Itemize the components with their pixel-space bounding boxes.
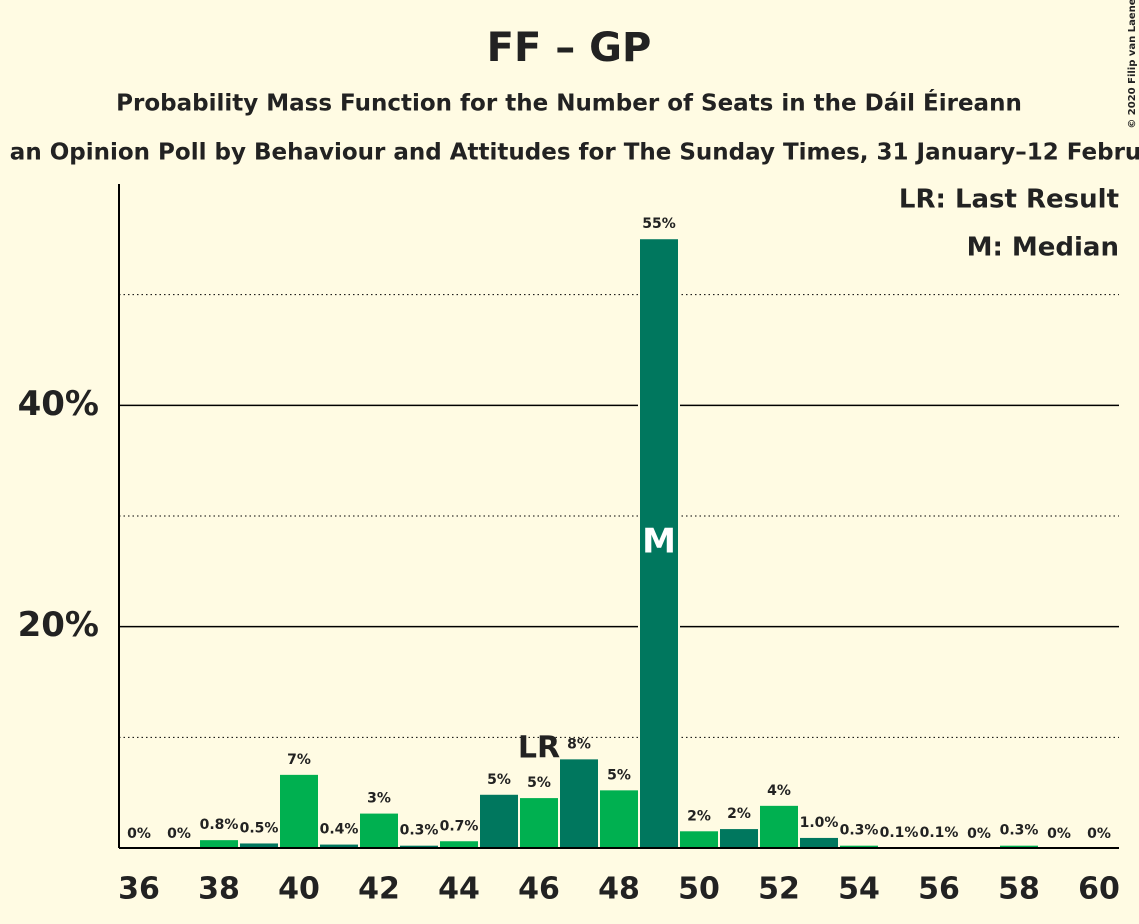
legend-entry: LR: Last Result — [899, 185, 1119, 215]
value-label: 0.4% — [320, 822, 359, 838]
x-tick-label: 50 — [678, 872, 720, 907]
y-tick-label: 40% — [18, 384, 99, 424]
bar — [718, 827, 760, 850]
copyright: © 2020 Filip van Laenen — [1127, 0, 1138, 129]
chart-caption: Based on an Opinion Poll by Behaviour an… — [0, 140, 1139, 166]
bar — [478, 792, 520, 849]
value-label: 0.1% — [920, 825, 959, 841]
bar — [518, 796, 560, 849]
x-tick-label: 58 — [998, 872, 1040, 907]
x-tick-label: 46 — [518, 872, 560, 907]
value-label: 0.5% — [240, 820, 279, 836]
value-label: 0% — [167, 826, 191, 842]
bar — [638, 237, 680, 849]
value-label: 5% — [607, 767, 631, 783]
bar — [278, 772, 320, 849]
value-label: 5% — [527, 775, 551, 791]
bar — [558, 757, 600, 849]
x-tick-label: 36 — [118, 872, 160, 907]
x-tick-label: 40 — [278, 872, 320, 907]
bar — [198, 838, 240, 850]
value-label: 3% — [367, 791, 391, 807]
value-label: 0.7% — [440, 818, 479, 834]
bar — [438, 839, 480, 850]
bar — [678, 829, 720, 850]
value-label: 0.3% — [1000, 823, 1039, 839]
value-label: 8% — [567, 736, 591, 752]
x-tick-label: 44 — [438, 872, 480, 907]
value-label: 0.3% — [400, 823, 439, 839]
value-label: 0% — [127, 826, 151, 842]
value-label: 0.1% — [880, 825, 919, 841]
legend-entry: M: Median — [967, 233, 1119, 263]
value-label: 55% — [642, 216, 676, 232]
value-label: 0% — [1047, 826, 1071, 842]
value-label: 4% — [767, 783, 791, 799]
value-label: 0% — [1087, 826, 1111, 842]
value-label: 2% — [727, 806, 751, 822]
bar — [358, 811, 400, 850]
x-tick-label: 48 — [598, 872, 640, 907]
value-label: 1.0% — [800, 815, 839, 831]
x-tick-label: 52 — [758, 872, 800, 907]
chart-title: FF – GP — [487, 25, 652, 71]
value-label: 2% — [687, 808, 711, 824]
annotation: M — [642, 522, 676, 562]
chart-subtitle: Probability Mass Function for the Number… — [116, 89, 1022, 117]
value-label: 0.8% — [200, 817, 239, 833]
x-tick-label: 60 — [1078, 872, 1120, 907]
bar — [798, 835, 840, 850]
y-tick-label: 20% — [18, 605, 99, 645]
value-label: 5% — [487, 772, 511, 788]
bar — [758, 803, 800, 850]
x-tick-label: 42 — [358, 872, 400, 907]
x-tick-label: 38 — [198, 872, 240, 907]
x-tick-label: 54 — [838, 872, 880, 907]
value-label: 7% — [287, 752, 311, 768]
bar — [598, 788, 640, 850]
value-label: 0% — [967, 826, 991, 842]
x-tick-label: 56 — [918, 872, 960, 907]
annotation: LR — [518, 731, 560, 766]
value-label: 0.3% — [840, 823, 879, 839]
